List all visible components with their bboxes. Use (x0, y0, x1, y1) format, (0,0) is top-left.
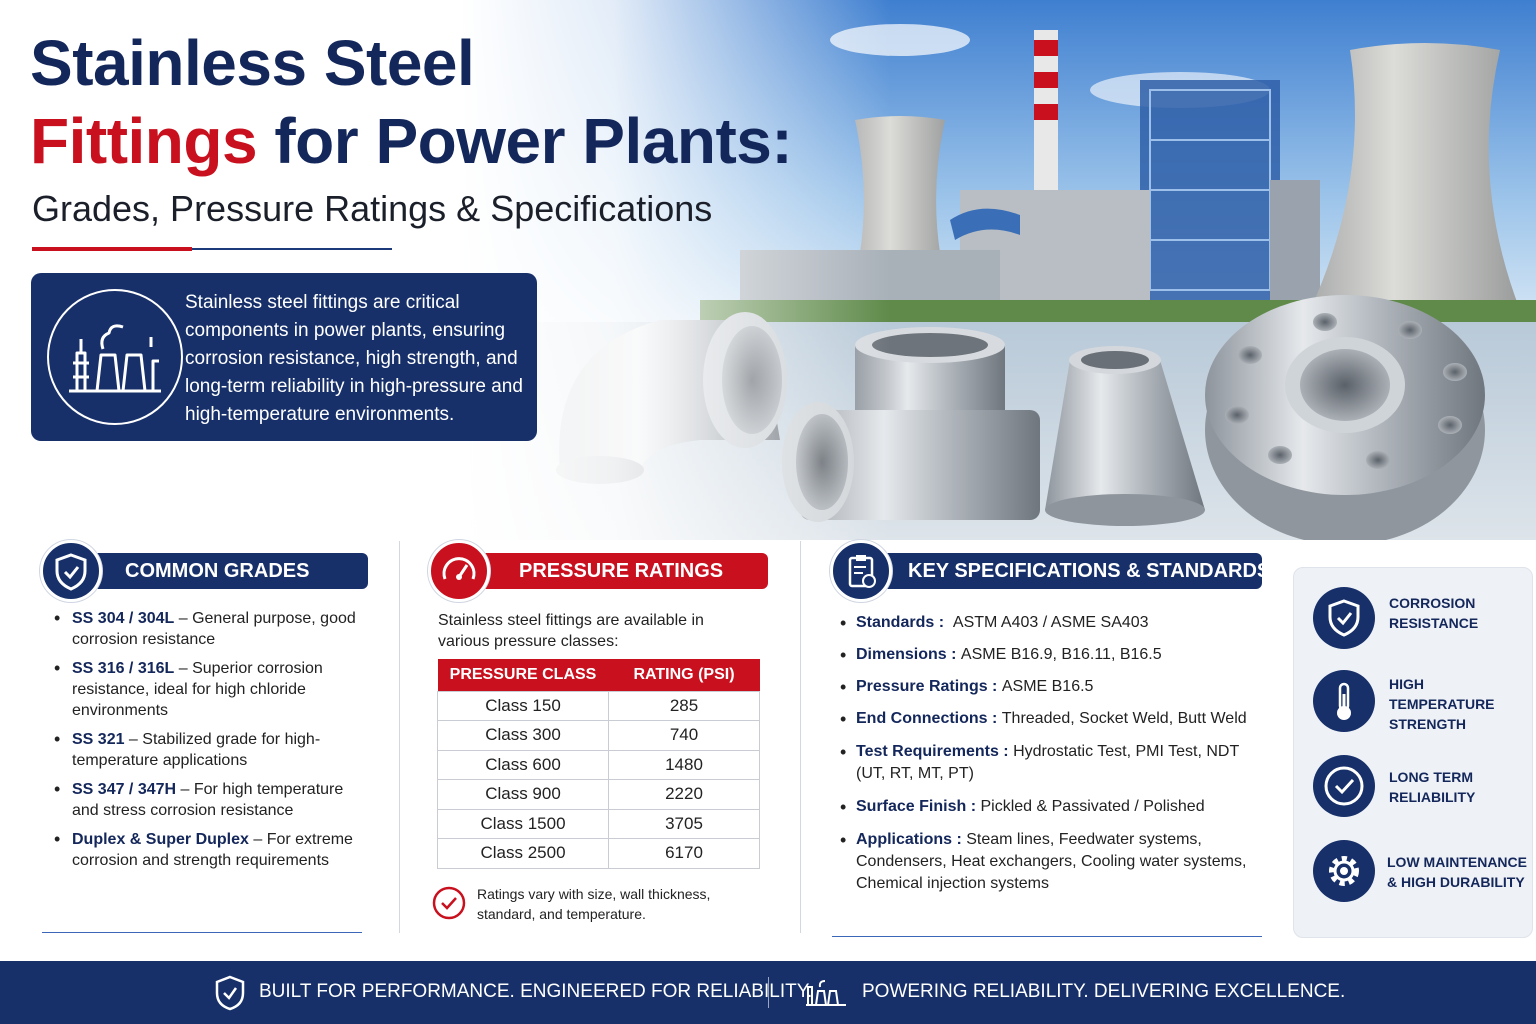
page-title-line2: Fittings for Power Plants: (30, 104, 793, 178)
column-header-rating: RATING (PSI) (608, 659, 760, 691)
list-item: Applications : Steam lines, Feedwater sy… (838, 829, 1258, 895)
list-item: Duplex & Super Duplex – For extreme corr… (50, 829, 360, 871)
gear-icon (1313, 840, 1375, 902)
gauge-icon (428, 540, 490, 602)
list-item: Dimensions : ASME B16.9, B16.11, B16.5 (838, 644, 1258, 666)
feature-label: CORROSION RESISTANCE (1389, 595, 1479, 631)
list-item: SS 321 – Stabilized grade for high-tempe… (50, 729, 360, 771)
shield-icon (1313, 587, 1375, 649)
grades-list: SS 304 / 304L – General purpose, good co… (50, 608, 360, 879)
table-row: Class 300 740 (437, 720, 760, 751)
pressure-note: Ratings vary with size, wall thickness, … (477, 886, 711, 922)
specs-divider (832, 936, 1262, 937)
grades-heading: COMMON GRADES (88, 553, 368, 589)
table-row: Class 1500 3705 (437, 808, 760, 839)
table-row: Class 600 1480 (437, 749, 760, 780)
feature-label: LOW MAINTENANCE & HIGH DURABILITY (1387, 854, 1527, 890)
footer-tagline-left: BUILT FOR PERFORMANCE. ENGINEERED FOR RE… (259, 981, 813, 1002)
list-item: Pressure Ratings : ASME B16.5 (838, 676, 1258, 698)
page-title-line1: Stainless Steel (30, 27, 475, 99)
column-divider (399, 541, 400, 933)
grades-divider (42, 932, 362, 933)
table-row: Class 2500 6170 (437, 838, 760, 869)
specs-list: Standards : ASTM A403 / ASME SA403 Dimen… (838, 612, 1258, 895)
table-row: Class 150 285 (437, 690, 760, 721)
hero-fade-overlay (0, 0, 1536, 540)
footer-bar: BUILT FOR PERFORMANCE. ENGINEERED FOR RE… (0, 961, 1536, 1024)
feature-label: LONG TERM RELIABILITY (1389, 769, 1476, 805)
list-item: SS 347 / 347H – For high temperature and… (50, 779, 360, 821)
shield-icon (214, 975, 246, 1011)
list-item: SS 316 / 316L – Superior corrosion resis… (50, 658, 360, 721)
title-rest: for Power Plants: (257, 105, 793, 177)
table-row: Class 900 2220 (437, 779, 760, 810)
factory-icon (806, 977, 846, 1007)
list-item: Test Requirements : Hydrostatic Test, PM… (838, 741, 1258, 785)
check-circle-icon (432, 886, 466, 920)
clipboard-icon (830, 540, 892, 602)
pressure-intro: Stainless steel fittings are available i… (438, 612, 704, 650)
list-item: Standards : ASTM A403 / ASME SA403 (838, 612, 1258, 634)
pressure-table: PRESSURE CLASS RATING (PSI) Class 150 285… (437, 659, 760, 869)
footer-tagline-right: POWERING RELIABILITY. DELIVERING EXCELLE… (862, 981, 1346, 1002)
column-divider (800, 541, 801, 933)
list-item: Surface Finish : Pickled & Passivated / … (838, 796, 1258, 818)
intro-box: Stainless steel fittings are critical co… (31, 273, 537, 441)
thermometer-icon (1313, 670, 1375, 732)
title-highlight: Fittings (30, 105, 258, 177)
column-header-class: PRESSURE CLASS (437, 659, 609, 691)
factory-icon (47, 289, 183, 425)
footer-divider (768, 977, 769, 1008)
table-header-row: PRESSURE CLASS RATING (PSI) (437, 659, 760, 691)
feature-label: HIGH TEMPERATURE STRENGTH (1389, 676, 1495, 732)
pressure-heading: PRESSURE RATINGS (470, 553, 768, 589)
list-item: SS 304 / 304L – General purpose, good co… (50, 608, 360, 650)
check-circle-icon (1313, 755, 1375, 817)
hero-banner: Stainless Steel Fittings for Power Plant… (0, 0, 1536, 540)
page-subtitle: Grades, Pressure Ratings & Specification… (32, 188, 713, 229)
shield-icon (40, 540, 102, 602)
features-panel: CORROSION RESISTANCE HIGH TEMPERATURE STREN… (1293, 567, 1533, 938)
list-item: End Connections : Threaded, Socket Weld,… (838, 708, 1258, 730)
specs-heading: KEY SPECIFICATIONS & STANDARDS (870, 553, 1270, 589)
intro-text: Stainless steel fittings are critical co… (185, 292, 523, 425)
